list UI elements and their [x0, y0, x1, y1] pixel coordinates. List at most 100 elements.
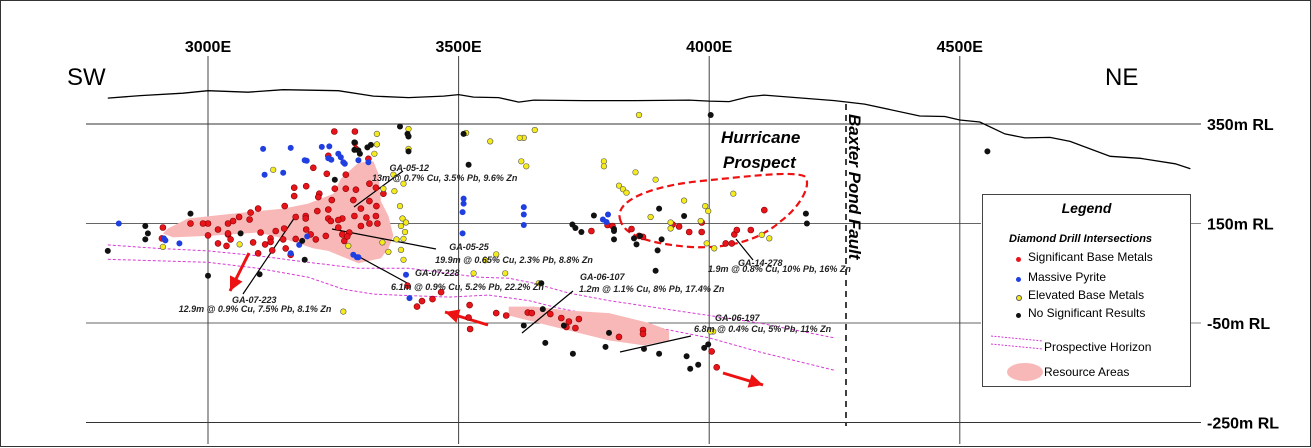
drill-point-significant	[324, 206, 332, 213]
drill-point-significant	[323, 170, 331, 178]
drill-point-elevated	[705, 208, 712, 215]
drill-point-none	[237, 230, 244, 237]
drill-point-elevated	[379, 239, 386, 246]
drill-point-none	[803, 220, 810, 227]
prospective-horizon-line	[107, 258, 835, 371]
drill-point-significant	[372, 212, 380, 220]
drill-point-elevated	[373, 141, 381, 148]
legend-dot-none-icon	[1016, 313, 1021, 318]
drill-point-pyrite	[261, 171, 268, 178]
legend-title: Legend	[1061, 200, 1112, 216]
drill-point-none	[681, 213, 688, 219]
annotation-hole-id: GA-05-25	[449, 242, 490, 252]
drill-point-elevated	[667, 219, 674, 226]
drill-point-significant	[272, 227, 280, 235]
drill-point-pyrite	[340, 159, 347, 166]
drill-point-significant	[572, 324, 579, 332]
drill-point-significant	[575, 315, 583, 323]
drill-point-elevated	[397, 246, 405, 253]
drill-point-elevated	[487, 138, 494, 145]
drill-point-elevated	[635, 111, 643, 119]
drill-point-none	[460, 130, 467, 137]
arrow-down-left-head	[230, 275, 243, 291]
drill-point-significant	[282, 245, 290, 252]
drill-point-none	[397, 123, 403, 130]
drill-point-significant	[466, 325, 474, 333]
drill-point-elevated	[391, 188, 398, 195]
drill-point-significant	[204, 232, 212, 239]
annotation-grade: 6.1m @ 0.9% Cu, 5.2% Pb, 22.2% Zn	[391, 282, 544, 292]
prospect-label-line2: Prospect	[723, 153, 797, 172]
legend-horizon-icon	[990, 335, 1044, 350]
annotation-grade: 1.2m @ 1.1% Cu, 8% Pb, 17.4% Zn	[579, 284, 725, 294]
legend-resource-label: Resource Areas	[1044, 365, 1130, 379]
direction-ne-label: NE	[1105, 64, 1138, 91]
drill-point-elevated	[399, 215, 406, 222]
drill-point-none	[606, 329, 612, 336]
drill-point-none	[611, 236, 617, 243]
drill-point-pyrite	[520, 222, 527, 228]
drill-point-significant	[588, 227, 595, 235]
drill-point-elevated	[615, 182, 623, 189]
drill-point-pyrite	[520, 211, 527, 218]
annotation-leader	[619, 335, 692, 353]
drill-point-significant	[502, 312, 510, 319]
drill-point-significant	[235, 213, 243, 221]
drill-point-elevated	[516, 134, 523, 141]
drill-point-none	[205, 272, 211, 279]
drill-point-significant	[328, 196, 336, 204]
prospective-horizon	[107, 244, 835, 371]
drill-point-pyrite	[406, 295, 413, 302]
prospect-outline	[618, 172, 809, 249]
drill-point-elevated	[623, 189, 630, 196]
drill-point-elevated	[402, 219, 410, 226]
drill-point-elevated	[270, 166, 277, 173]
drill-point-none	[364, 144, 371, 151]
drill-point-significant	[349, 196, 357, 204]
drill-point-significant	[418, 297, 426, 305]
drill-point-elevated	[531, 126, 538, 134]
drill-point-significant	[280, 225, 288, 232]
drill-point-significant	[366, 180, 373, 187]
drill-point-none	[405, 133, 412, 140]
drill-point-significant	[227, 236, 234, 243]
drill-point-none	[104, 247, 111, 254]
drill-point-elevated	[632, 169, 639, 176]
drill-point-significant	[722, 240, 730, 247]
drill-point-significant	[342, 185, 350, 192]
drill-point-none	[656, 205, 663, 212]
drill-point-none	[705, 341, 712, 348]
plunge-arrows	[228, 252, 764, 388]
direction-sw-label: SW	[67, 64, 106, 91]
drill-point-elevated	[400, 180, 407, 187]
drill-point-none	[641, 345, 647, 352]
drill-point-significant	[404, 282, 411, 290]
drill-point-significant	[199, 220, 207, 227]
drill-point-none	[687, 365, 694, 372]
drill-point-none	[590, 212, 597, 219]
drill-point-elevated	[502, 270, 509, 277]
drill-point-none	[652, 267, 659, 274]
drill-point-significant	[290, 184, 298, 191]
topography-line	[107, 89, 1191, 170]
drill-point-pyrite	[160, 235, 167, 242]
annotation-hole-id: GA-07-228	[415, 268, 460, 278]
drill-point-significant	[247, 209, 254, 216]
drill-point-significant	[528, 309, 536, 317]
drill-point-elevated	[652, 176, 659, 183]
drill-point-significant	[309, 164, 317, 172]
drill-point-significant	[302, 182, 310, 190]
rl-label: 150m RL	[1207, 217, 1274, 234]
prospect-label-line1: Hurricane	[721, 128, 800, 147]
drill-point-significant	[187, 220, 194, 227]
drill-point-none	[631, 235, 637, 242]
drill-point-none	[351, 139, 358, 146]
drill-point-elevated	[711, 245, 718, 252]
drill-point-elevated	[518, 158, 525, 165]
hurricane-prospect-outline: Hurricane Prospect	[618, 128, 809, 249]
drill-point-pyrite	[459, 230, 466, 237]
drill-point-significant	[465, 314, 472, 321]
drill-point-none	[520, 322, 527, 329]
